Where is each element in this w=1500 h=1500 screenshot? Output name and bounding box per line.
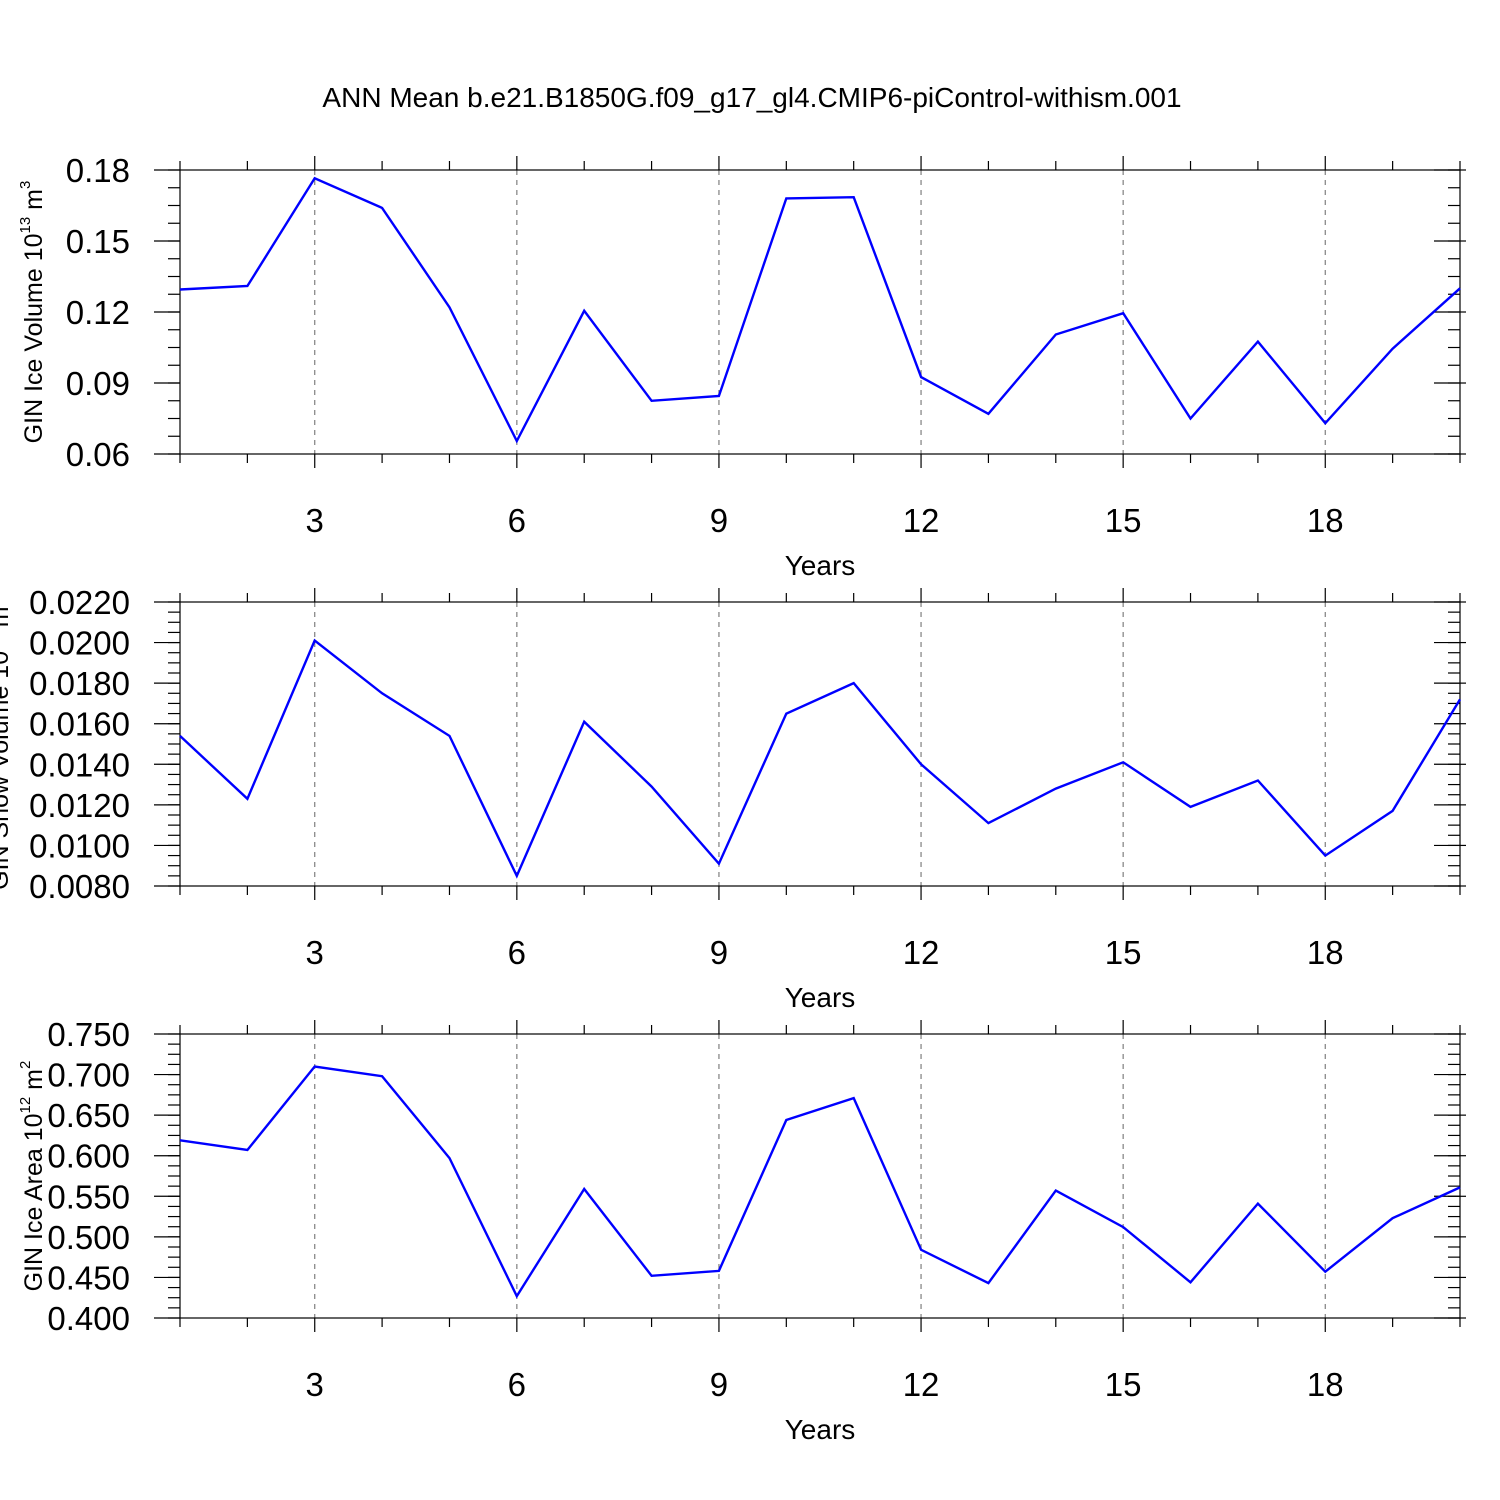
x-tick-label: 15 <box>1105 502 1142 539</box>
y-tick-label: 0.700 <box>47 1057 130 1094</box>
x-axis-label: Years <box>785 982 856 1013</box>
figure-title: ANN Mean b.e21.B1850G.f09_g17_gl4.CMIP6-… <box>322 82 1181 113</box>
y-tick-label: 0.600 <box>47 1138 130 1175</box>
y-tick-label: 0.0200 <box>29 625 130 662</box>
x-tick-label: 9 <box>710 502 728 539</box>
panel-1: 0.06 0.09 0.12 0.15 0.18 3 6 9 12 15 18 Years GIN Ic… <box>17 152 1466 581</box>
series-line <box>179 638 1462 879</box>
plot-frame <box>179 601 1461 887</box>
y-tick-label: 0.18 <box>66 152 130 189</box>
x-tick-label: 15 <box>1105 934 1142 971</box>
y-tick-label: 0.0100 <box>29 827 130 864</box>
x-tick-label: 6 <box>508 1366 526 1403</box>
y-tick-label: 0.550 <box>47 1178 130 1215</box>
x-tick-label: 3 <box>306 502 324 539</box>
y-tick-label: 0.0120 <box>29 787 130 824</box>
x-tick-label: 12 <box>903 934 940 971</box>
y-tick-label: 0.750 <box>47 1016 130 1053</box>
x-tick-label: 6 <box>508 502 526 539</box>
x-tick-label: 12 <box>903 502 940 539</box>
y-tick-label: 0.12 <box>66 294 130 331</box>
x-tick-label: 3 <box>306 1366 324 1403</box>
x-tick-label: 18 <box>1307 502 1344 539</box>
y-tick-label: 0.0180 <box>29 665 130 702</box>
x-tick-label: 18 <box>1307 1366 1344 1403</box>
series-line <box>179 176 1461 444</box>
y-tick-label: 0.15 <box>66 223 130 260</box>
x-tick-label: 15 <box>1105 1366 1142 1403</box>
plot-frame <box>179 1033 1461 1319</box>
y-tick-label: 0.650 <box>47 1097 130 1134</box>
x-tick-label: 3 <box>306 934 324 971</box>
y-tick-label: 0.0140 <box>29 746 130 783</box>
x-axis-label: Years <box>785 1414 856 1445</box>
x-tick-label: 12 <box>903 1366 940 1403</box>
y-tick-label: 0.06 <box>66 436 130 473</box>
y-tick-label: 0.400 <box>47 1300 130 1337</box>
panel-2: 0.00800.01000.01200.01400.01600.01800.02… <box>0 584 1466 1013</box>
y-tick-label: 0.0080 <box>29 868 130 905</box>
y-tick-label: 0.500 <box>47 1219 130 1256</box>
panels: 0.06 0.09 0.12 0.15 0.18 3 6 9 12 15 18 Years GIN Ic… <box>0 152 1466 1445</box>
x-tick-label: 9 <box>710 1366 728 1403</box>
y-tick-label: 0.450 <box>47 1259 130 1296</box>
plot-frame <box>179 169 1461 455</box>
x-tick-label: 9 <box>710 934 728 971</box>
y-tick-label: 0.09 <box>66 365 130 402</box>
x-axis-label: Years <box>785 550 856 581</box>
y-tick-label: 0.0220 <box>29 584 130 621</box>
y-tick-label: 0.0160 <box>29 706 130 743</box>
y-axis-label: GIN Snow Volume 1013 m3 <box>0 598 14 890</box>
x-tick-label: 6 <box>508 934 526 971</box>
y-axis-label: GIN Ice Area 1012 m2 <box>17 1061 48 1292</box>
y-axis-label: GIN Ice Volume 1013 m3 <box>17 181 48 444</box>
x-tick-label: 18 <box>1307 934 1344 971</box>
series-line <box>179 1065 1461 1299</box>
